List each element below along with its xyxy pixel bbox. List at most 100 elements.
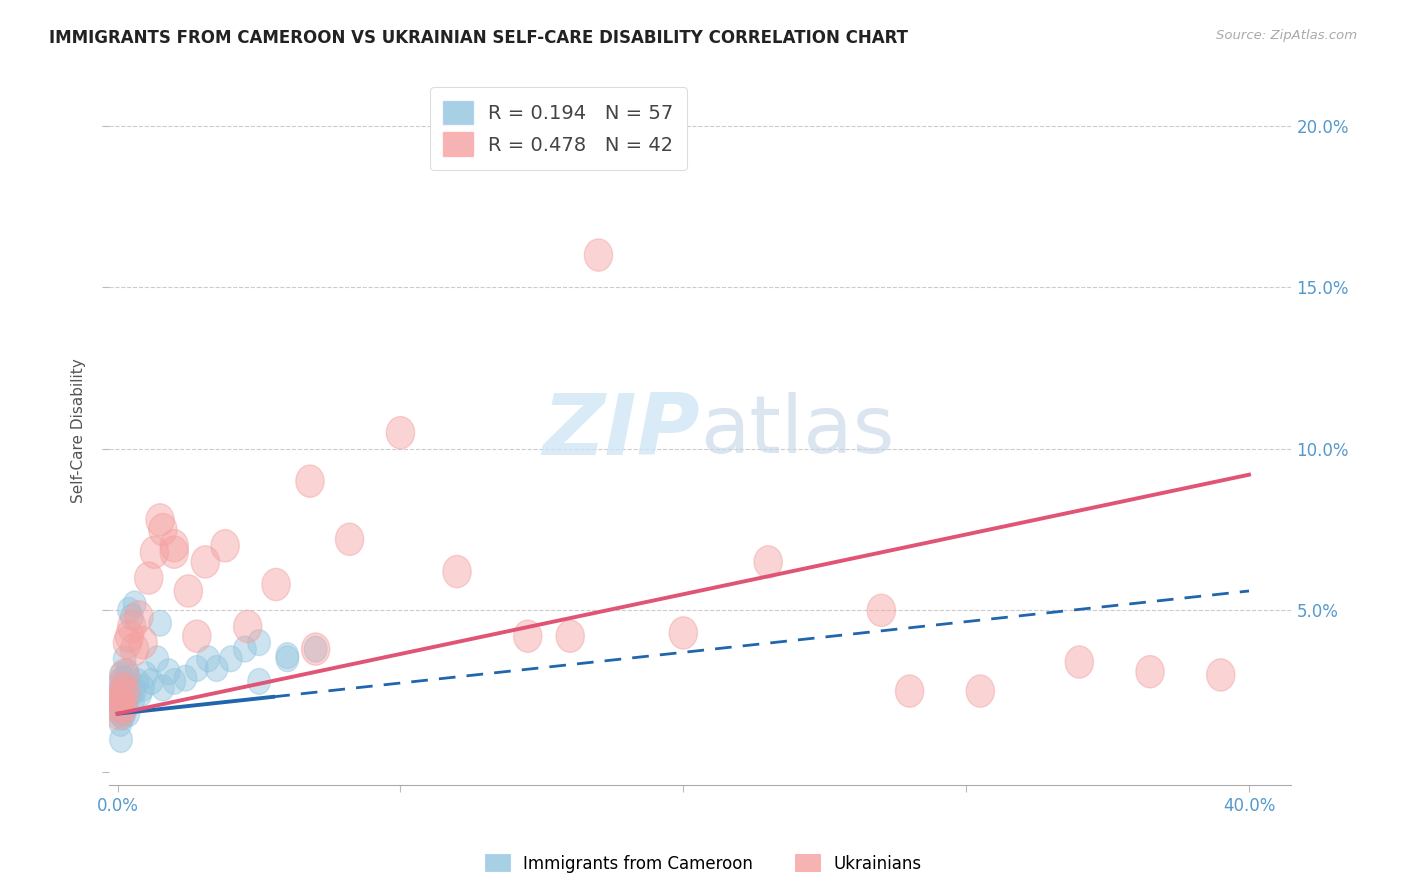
Ellipse shape bbox=[186, 656, 208, 681]
Ellipse shape bbox=[124, 678, 146, 704]
Ellipse shape bbox=[110, 701, 132, 727]
Ellipse shape bbox=[966, 675, 994, 707]
Ellipse shape bbox=[276, 642, 298, 668]
Ellipse shape bbox=[110, 710, 132, 736]
Ellipse shape bbox=[121, 604, 143, 630]
Ellipse shape bbox=[110, 691, 138, 723]
Ellipse shape bbox=[174, 574, 202, 607]
Ellipse shape bbox=[233, 636, 256, 662]
Ellipse shape bbox=[183, 620, 211, 652]
Ellipse shape bbox=[301, 633, 330, 665]
Ellipse shape bbox=[110, 675, 134, 701]
Ellipse shape bbox=[108, 678, 136, 710]
Ellipse shape bbox=[118, 610, 146, 642]
Ellipse shape bbox=[114, 646, 136, 672]
Ellipse shape bbox=[110, 662, 132, 688]
Ellipse shape bbox=[111, 704, 134, 730]
Ellipse shape bbox=[174, 665, 197, 691]
Ellipse shape bbox=[105, 685, 134, 717]
Legend: R = 0.194   N = 57, R = 0.478   N = 42: R = 0.194 N = 57, R = 0.478 N = 42 bbox=[430, 87, 688, 169]
Ellipse shape bbox=[141, 536, 169, 568]
Ellipse shape bbox=[111, 665, 135, 691]
Ellipse shape bbox=[118, 598, 141, 624]
Y-axis label: Self-Care Disability: Self-Care Disability bbox=[72, 359, 86, 503]
Ellipse shape bbox=[211, 530, 239, 562]
Ellipse shape bbox=[262, 568, 290, 600]
Ellipse shape bbox=[117, 701, 139, 727]
Ellipse shape bbox=[160, 536, 188, 568]
Ellipse shape bbox=[120, 681, 142, 707]
Ellipse shape bbox=[112, 681, 135, 707]
Ellipse shape bbox=[1136, 656, 1164, 688]
Ellipse shape bbox=[152, 675, 174, 701]
Ellipse shape bbox=[443, 556, 471, 588]
Ellipse shape bbox=[112, 675, 141, 707]
Ellipse shape bbox=[1206, 659, 1234, 691]
Ellipse shape bbox=[336, 523, 364, 556]
Text: Source: ZipAtlas.com: Source: ZipAtlas.com bbox=[1216, 29, 1357, 42]
Ellipse shape bbox=[304, 636, 328, 662]
Ellipse shape bbox=[122, 688, 145, 714]
Ellipse shape bbox=[163, 668, 186, 694]
Ellipse shape bbox=[513, 620, 541, 652]
Ellipse shape bbox=[555, 620, 585, 652]
Text: ZIP: ZIP bbox=[543, 390, 700, 473]
Ellipse shape bbox=[146, 504, 174, 536]
Ellipse shape bbox=[124, 591, 146, 616]
Text: atlas: atlas bbox=[700, 392, 894, 470]
Ellipse shape bbox=[112, 691, 135, 717]
Ellipse shape bbox=[146, 646, 169, 672]
Ellipse shape bbox=[191, 546, 219, 578]
Ellipse shape bbox=[115, 620, 143, 652]
Ellipse shape bbox=[197, 646, 219, 672]
Ellipse shape bbox=[112, 694, 135, 720]
Ellipse shape bbox=[111, 678, 134, 704]
Ellipse shape bbox=[125, 600, 153, 633]
Ellipse shape bbox=[112, 701, 136, 727]
Ellipse shape bbox=[1066, 646, 1094, 678]
Ellipse shape bbox=[117, 678, 139, 704]
Ellipse shape bbox=[121, 633, 149, 665]
Ellipse shape bbox=[149, 514, 177, 546]
Ellipse shape bbox=[205, 656, 228, 681]
Legend: Immigrants from Cameroon, Ukrainians: Immigrants from Cameroon, Ukrainians bbox=[478, 847, 928, 880]
Ellipse shape bbox=[108, 678, 131, 704]
Ellipse shape bbox=[108, 668, 132, 694]
Ellipse shape bbox=[114, 688, 136, 714]
Ellipse shape bbox=[108, 694, 131, 720]
Ellipse shape bbox=[233, 610, 262, 642]
Ellipse shape bbox=[108, 701, 131, 727]
Ellipse shape bbox=[112, 675, 135, 701]
Ellipse shape bbox=[276, 646, 298, 672]
Ellipse shape bbox=[585, 239, 613, 271]
Ellipse shape bbox=[111, 694, 134, 720]
Ellipse shape bbox=[219, 646, 242, 672]
Ellipse shape bbox=[105, 698, 134, 730]
Ellipse shape bbox=[107, 691, 135, 723]
Ellipse shape bbox=[115, 694, 138, 720]
Ellipse shape bbox=[295, 465, 325, 498]
Ellipse shape bbox=[115, 659, 139, 685]
Ellipse shape bbox=[114, 668, 136, 694]
Ellipse shape bbox=[129, 626, 157, 659]
Ellipse shape bbox=[160, 530, 188, 562]
Ellipse shape bbox=[135, 662, 157, 688]
Text: IMMIGRANTS FROM CAMEROON VS UKRAINIAN SELF-CARE DISABILITY CORRELATION CHART: IMMIGRANTS FROM CAMEROON VS UKRAINIAN SE… bbox=[49, 29, 908, 46]
Ellipse shape bbox=[157, 659, 180, 685]
Ellipse shape bbox=[149, 610, 172, 636]
Ellipse shape bbox=[115, 685, 138, 710]
Ellipse shape bbox=[387, 417, 415, 449]
Ellipse shape bbox=[669, 616, 697, 649]
Ellipse shape bbox=[111, 659, 139, 691]
Ellipse shape bbox=[868, 594, 896, 626]
Ellipse shape bbox=[108, 688, 131, 714]
Ellipse shape bbox=[118, 665, 141, 691]
Ellipse shape bbox=[754, 546, 782, 578]
Ellipse shape bbox=[127, 668, 149, 694]
Ellipse shape bbox=[129, 681, 152, 707]
Ellipse shape bbox=[110, 727, 132, 753]
Ellipse shape bbox=[110, 688, 132, 714]
Ellipse shape bbox=[114, 626, 142, 659]
Ellipse shape bbox=[247, 668, 270, 694]
Ellipse shape bbox=[111, 688, 134, 714]
